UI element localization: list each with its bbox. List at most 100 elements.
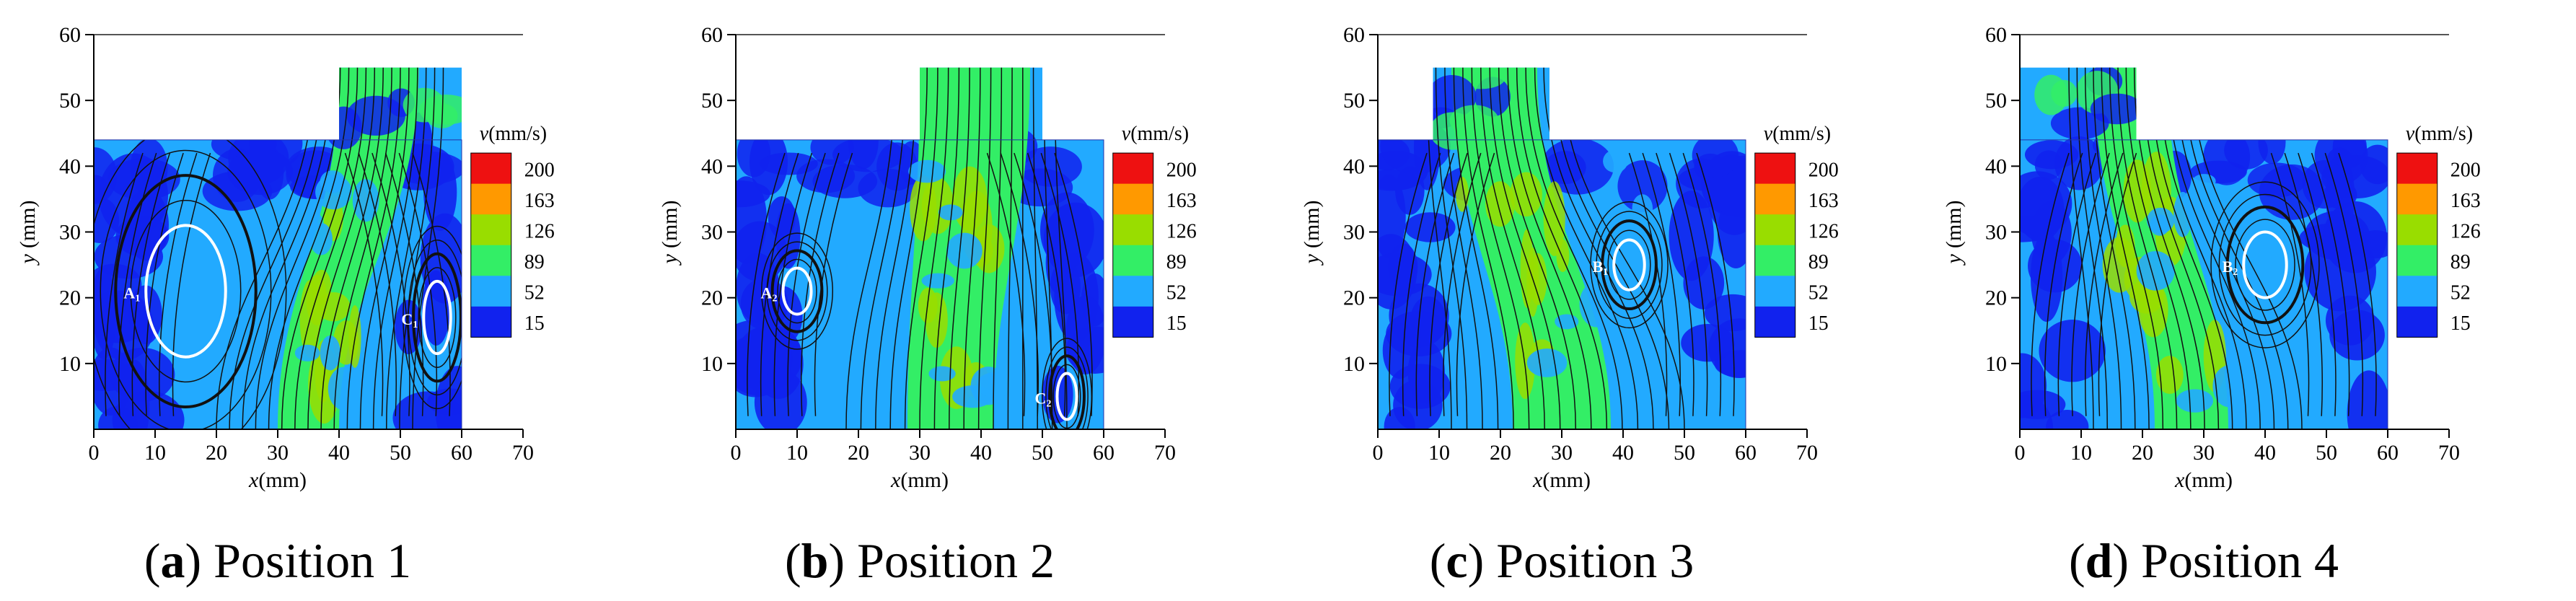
wall-streamline [2284,152,2323,416]
low-velocity-patch [1704,294,1746,332]
vortex-streamline [418,267,457,368]
wall-streamline [1027,152,1066,416]
x-tick-label: 0 [2015,441,2026,465]
colorbar-swatch [1754,214,1795,246]
high-velocity-patch [2155,356,2184,394]
low-velocity-patch [2020,395,2054,429]
y-axis-unit: (mm) [1300,201,1324,249]
caption-open-paren: ( [785,533,801,588]
y-tick-label: 60 [1985,23,2007,47]
wall-streamline [131,152,171,416]
y-tick-label: 20 [1343,286,1365,310]
low-velocity-patch [130,138,168,197]
wall-streamline [1054,152,1093,416]
vortex-streamline [770,249,824,333]
wall-streamline [2085,152,2124,416]
colorbar-swatch [1754,276,1795,307]
x-tick-label: 30 [2193,441,2215,465]
low-velocity-patch [848,112,879,170]
colorbar-swatch [2396,276,2437,307]
caption-title: Position 4 [2141,533,2339,588]
x-axis-var: x [2174,468,2185,492]
x-tick-label: 10 [786,441,808,465]
streamline [385,67,427,429]
y-tick-label: 30 [1985,221,2007,245]
high-velocity-patch [1543,181,1565,257]
caption-open-paren: ( [1430,533,1446,588]
mid-velocity-patch [946,232,983,269]
low-velocity-patch [1617,160,1668,213]
caption-letter: a [161,533,185,588]
x-axis-label: x(mm) [248,468,307,492]
streamline [1507,67,1592,429]
low-velocity-patch [1681,324,1735,362]
low-velocity-patch [1692,133,1739,177]
colorbar-unit: (mm/s) [1130,123,1189,145]
streamline [372,67,418,429]
y-tick-label: 50 [1343,89,1365,113]
streamline [1525,67,1623,429]
x-axis-var: x [890,468,901,492]
wall-streamline [2338,152,2377,416]
x-tick-label: 60 [451,441,472,465]
wall-streamline [1389,152,1428,416]
vortex-label: C2 [1035,389,1052,409]
streamline [889,67,928,429]
high-velocity-patch [1556,239,1570,273]
wall-streamline [2311,152,2350,416]
vortex-index: 1 [1603,267,1608,278]
x-tick-label: 60 [1735,441,1757,465]
low-velocity-patch [1384,407,1415,429]
caption-close-paren: ) [1468,533,1497,588]
colorbar-level-label: 89 [1166,251,1187,273]
colorbar-swatch [2396,245,2437,276]
streamline [1534,67,1639,429]
wall-streamline [2044,152,2083,416]
vortex-streamline [2225,205,2305,325]
streamline [307,67,376,429]
colorbar-swatch [2396,183,2437,215]
high-velocity-patch [1515,323,1536,400]
wall-streamline [1415,152,1455,416]
y-tick-label: 20 [701,286,723,310]
mid-velocity-patch [309,222,333,255]
streamline [2125,67,2192,429]
y-tick-label: 40 [701,154,723,178]
high-velocity-patch [925,292,948,348]
colorbar-level-label: 200 [1808,159,1839,181]
colorbar-swatch [1754,153,1795,185]
x-tick-label: 10 [144,441,166,465]
vortex-marker [1055,372,1078,421]
vortex-streamline [1052,364,1081,429]
colorbar-level-label: 200 [1166,159,1197,181]
colorbar-swatch [1112,306,1153,338]
wall-streamline [2270,152,2310,416]
low-velocity-patch [2046,410,2089,429]
y-axis-label: y (mm) [16,201,40,266]
low-velocity-patch [775,203,801,269]
streamline [933,67,960,429]
streamline [1435,67,1468,429]
colorbar-title: v(mm/s) [2406,123,2473,145]
x-tick-label: 50 [1032,441,1053,465]
vortex-streamline [1596,211,1663,319]
velocity-field [1378,67,1746,429]
colorbar-level-label: 163 [1808,190,1839,212]
colorbar-level-label: 52 [1808,282,1829,304]
vortex-streamline [1601,219,1658,311]
colorbar-swatch [1754,245,1795,276]
streamline [904,67,938,429]
vortex-index: 1 [135,294,140,304]
outlet-patch [942,71,978,107]
low-velocity-patch [2224,131,2268,170]
colorbar-level-label: 163 [524,190,555,212]
wall-streamline [2071,152,2110,416]
vortex-index: 2 [2233,267,2238,278]
vortex-streamline [2210,181,2320,348]
vortex-marker [2242,230,2288,299]
wall-streamline [358,152,397,416]
velocity-field [94,67,462,429]
streamlines [94,67,462,429]
y-tick-label: 20 [1985,286,2007,310]
mid-velocity-patch [908,159,946,183]
